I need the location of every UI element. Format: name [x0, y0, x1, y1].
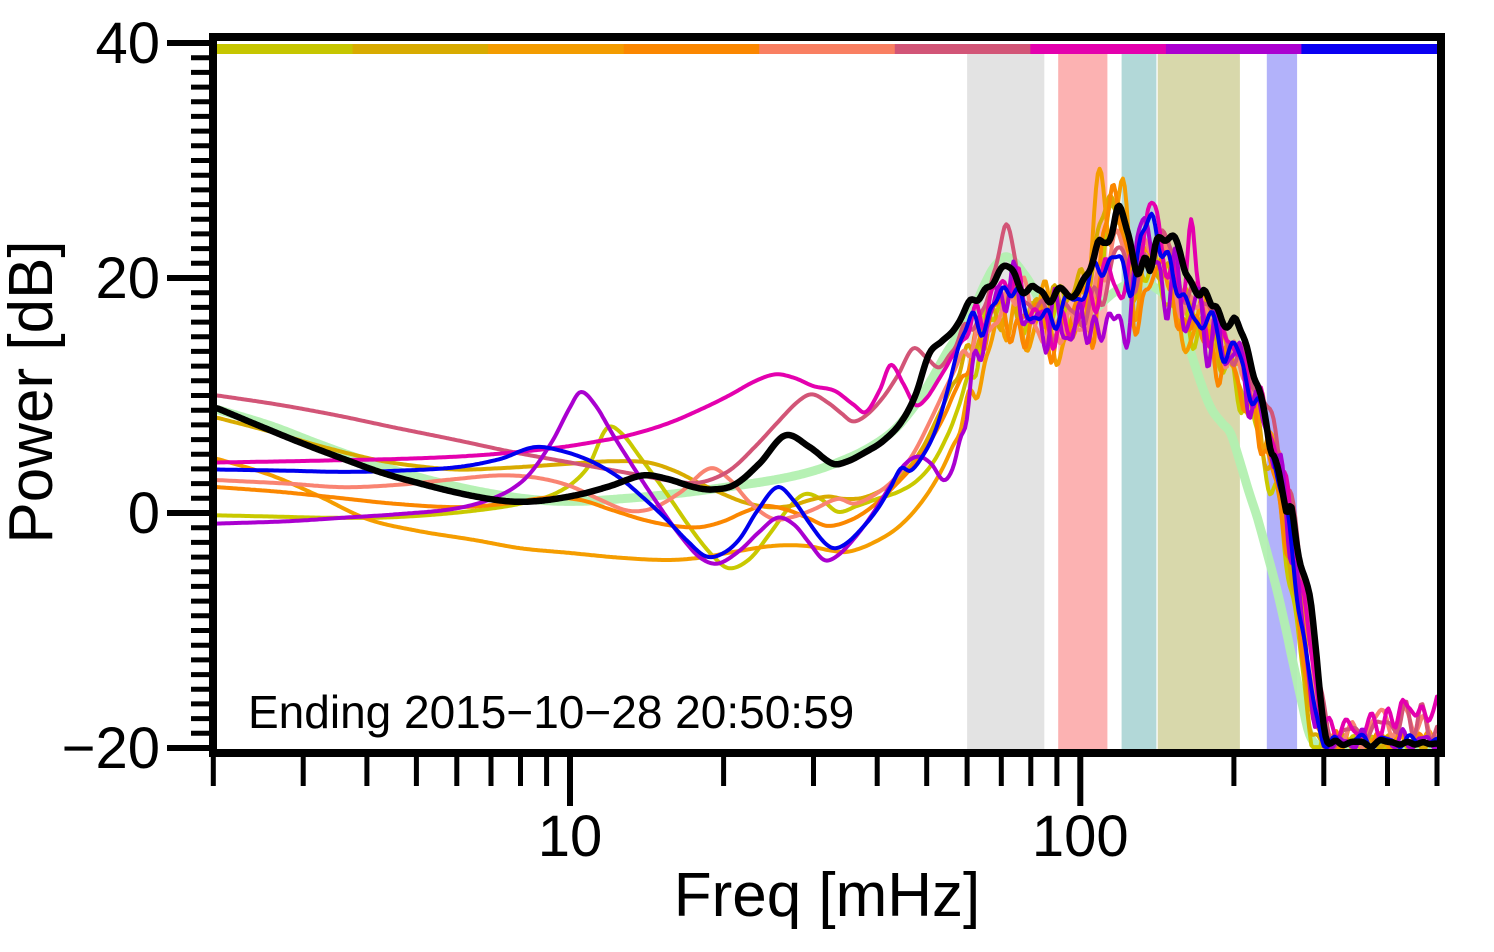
- x-axis-title: Freq [mHz]: [674, 861, 981, 930]
- interval-strip-segment-5: [759, 44, 896, 54]
- curve-interval-9-blue: [217, 211, 1437, 749]
- interval-strip-segment-3: [488, 44, 625, 54]
- plot-frame: [209, 33, 1445, 757]
- axes-layer: 40 20 0 −20 10 100: [62, 11, 1440, 869]
- interval-strip-segment-9: [1301, 44, 1438, 54]
- interval-strip-segment-8: [1165, 44, 1303, 54]
- band-teal: [1121, 54, 1157, 749]
- curve-interval-5-salmon: [217, 228, 1437, 749]
- x-tick-label: 100: [1032, 804, 1129, 869]
- y-tick-label: 40: [95, 11, 160, 76]
- band-lavender: [1266, 54, 1298, 749]
- interval-strip-segment-7: [1030, 44, 1167, 54]
- ending-time-annotation: Ending 2015−10−28 20:50:59: [248, 686, 854, 738]
- curve-interval-6-rose: [217, 222, 1437, 749]
- band-gray: [967, 54, 1045, 749]
- interval-color-strip: [217, 44, 1438, 54]
- y-tick-label: 0: [128, 481, 160, 546]
- interval-strip-segment-6: [894, 44, 1031, 54]
- y-tick-label: −20: [62, 716, 160, 781]
- interval-strip-segment-1: [217, 44, 354, 54]
- band-pink: [1058, 54, 1108, 749]
- spectra-curves-layer: [217, 166, 1437, 749]
- interval-strip-segment-4: [623, 44, 760, 54]
- band-olive: [1157, 54, 1240, 749]
- interval-strip-segment-2: [352, 44, 489, 54]
- curve-smoothed-reference: [217, 252, 1437, 749]
- curve-interval-8-purple: [217, 216, 1437, 749]
- x-tick-label: 10: [538, 804, 603, 869]
- curve-mean-spectrum: [217, 202, 1437, 749]
- curve-interval-7-magenta: [217, 200, 1437, 741]
- y-tick-label: 20: [95, 246, 160, 311]
- y-axis-title: Power [dB]: [0, 240, 66, 543]
